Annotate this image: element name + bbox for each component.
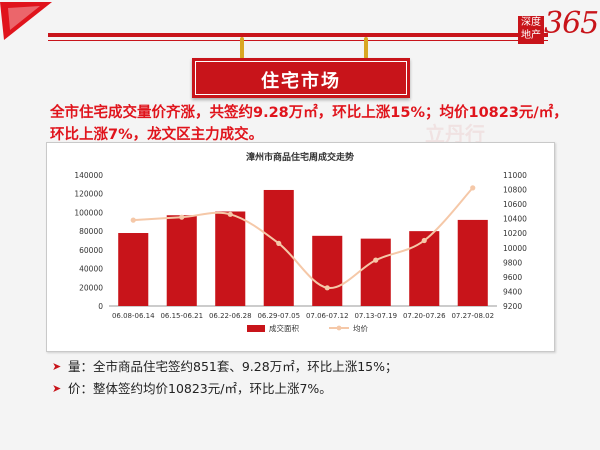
x-tick-label: 07.20-07.26 [403,312,446,320]
x-tick-label: 07.27-08.02 [451,312,494,320]
legend-swatch-area [247,325,265,332]
line-point [470,185,476,191]
y-right-tick-label: 10400 [503,215,527,224]
y-left-tick-label: 20000 [79,283,103,292]
line-point [276,240,282,247]
legend-label-area: 成交面积 [269,323,299,333]
y-right-tick-label: 9200 [503,302,522,311]
logo: 深度地产 365 [518,6,599,44]
line-point [227,211,233,217]
line-point [130,217,136,223]
line-point [421,237,427,244]
logo-box: 深度地产 [518,16,544,44]
y-left-tick-label: 80000 [79,227,103,236]
y-right-tick-label: 10200 [503,229,527,238]
y-right-tick-label: 9800 [503,258,522,267]
line-point [179,214,185,220]
bullet-text: 量：全市商品住宅签约851套、9.28万㎡，环比上涨15%； [68,359,398,374]
y-right-tick-label: 10800 [503,186,527,195]
y-left-tick-label: 60000 [79,246,103,255]
bar [263,189,294,306]
legend-swatch-price-marker [336,325,342,331]
y-left-tick-label: 40000 [79,265,103,274]
x-tick-label: 07.13-07.19 [354,312,397,320]
red-arrow-decoration [0,2,52,40]
weekly-transaction-chart: 漳州市商品住宅周成交走势 020000400006000080000100000… [74,151,527,333]
x-tick-label: 06.15-06.21 [160,312,203,320]
banner-title: 住宅市场 [261,71,341,92]
y-left-tick-label: 0 [98,302,103,311]
bar [457,219,488,306]
y-left-tick-label: 140000 [74,171,103,180]
legend-label-price: 均价 [353,323,368,333]
y-right-tick-label: 9600 [503,273,522,282]
chart-title: 漳州市商品住宅周成交走势 [246,151,354,163]
y-left-tick-label: 100000 [74,208,103,217]
banner-hanger-right [364,37,368,59]
x-tick-label: 07.06-07.12 [306,312,349,320]
bullet-arrow-icon: ➤ [52,382,62,395]
bar [118,233,149,306]
section-banner: 住宅市场 [192,58,410,98]
bullet-text: 价：整体签约均价10823元/㎡，环比上涨7%。 [68,381,332,396]
y-right-tick-label: 9400 [503,287,522,296]
x-tick-label: 06.08-06.14 [112,312,155,320]
bullet-item: ➤ 价：整体签约均价10823元/㎡，环比上涨7%。 [52,380,572,402]
bar [215,211,246,306]
header-rule [48,33,548,37]
bar [409,231,440,306]
x-tick-label: 06.22-06.28 [209,312,252,320]
chart-container: 漳州市商品住宅周成交走势 0 20000 40000 60000 80000 100000… [46,142,555,352]
bullet-item: ➤ 量：全市商品住宅签约851套、9.28万㎡，环比上涨15%； [52,358,572,380]
header-rule-thin [48,40,548,41]
headline: 全市住宅成交量价齐涨，共签约9.28万㎡，环比上涨15%；均价10823元/㎡，… [50,105,568,143]
y-right-tick-label: 10600 [503,200,527,209]
bullet-arrow-icon: ➤ [52,360,62,373]
logo-number: 365 [544,6,599,41]
bar [360,238,391,306]
line-point [373,257,379,263]
banner-frame [195,61,407,95]
x-tick-label: 06.29-07.05 [257,312,300,320]
y-left-tick-label: 120000 [74,190,103,199]
y-right-tick-label: 11000 [503,171,527,180]
banner-hanger-left [240,37,244,59]
line-point [324,285,330,291]
bar [312,235,343,306]
y-right-tick-label: 10000 [503,244,527,253]
bullet-list: ➤ 量：全市商品住宅签约851套、9.28万㎡，环比上涨15%； ➤ 价：整体签… [52,358,572,402]
bar [166,215,197,306]
